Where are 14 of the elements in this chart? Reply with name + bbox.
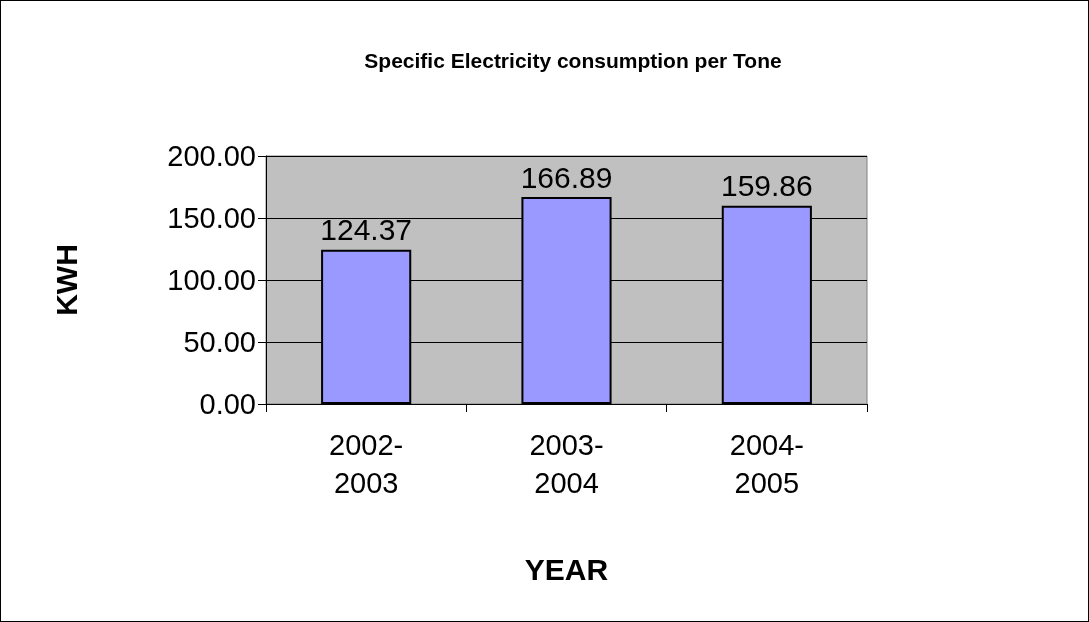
- x-axis-title: YEAR: [524, 552, 609, 586]
- x-tick-label: 2003-2004: [529, 429, 604, 499]
- y-tick-label: 200.00: [167, 140, 256, 172]
- data-label: 159.86: [720, 169, 813, 203]
- y-tick-label: 0.00: [199, 388, 256, 420]
- y-tick-label: 150.00: [167, 202, 256, 234]
- y-tick-label: 50.00: [183, 326, 256, 358]
- y-tick-label: 100.00: [167, 264, 256, 296]
- data-label: 166.89: [520, 160, 613, 194]
- x-tick-label: 2004-2005: [729, 429, 804, 499]
- chart-title: Specific Electricity consumption per Tone: [364, 49, 782, 72]
- data-label: 124.37: [320, 213, 413, 247]
- x-tick-label: 2002-2003: [329, 429, 404, 499]
- y-axis-title: KWH: [49, 244, 83, 316]
